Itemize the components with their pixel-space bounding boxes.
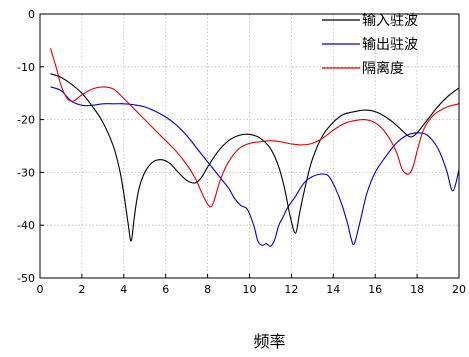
x-tick-label: 6 bbox=[162, 283, 169, 296]
x-tick-label: 10 bbox=[243, 283, 257, 296]
x-tick-label: 18 bbox=[410, 283, 424, 296]
x-axis-title: 频率 bbox=[253, 332, 285, 351]
y-tick-label: 0 bbox=[28, 8, 35, 21]
legend-label: 输出驻波 bbox=[362, 37, 418, 53]
series-lines bbox=[49, 48, 460, 247]
y-tick-label: -40 bbox=[17, 219, 35, 232]
axis-ticks: 0 2 4 6 8 10 12 14 16 18 20 0 -10 -20 -30 -40 -50 bbox=[17, 8, 466, 296]
x-tick-label: 4 bbox=[120, 283, 127, 296]
x-tick-label: 16 bbox=[368, 283, 382, 296]
x-tick-label: 20 bbox=[452, 283, 466, 296]
legend-label: 输入驻波 bbox=[362, 13, 418, 29]
y-tick-label: -20 bbox=[17, 114, 35, 127]
x-tick-label: 14 bbox=[326, 283, 340, 296]
series-line-2 bbox=[50, 86, 460, 247]
y-tick-label: -30 bbox=[17, 166, 35, 179]
legend-label: 隔离度 bbox=[362, 60, 404, 77]
x-tick-label: 0 bbox=[37, 283, 44, 296]
grid bbox=[39, 13, 460, 279]
y-tick-label: -10 bbox=[17, 61, 35, 74]
y-tick-label: -50 bbox=[17, 272, 35, 285]
x-tick-label: 12 bbox=[284, 283, 298, 296]
series-line-1 bbox=[50, 73, 460, 242]
x-tick-label: 2 bbox=[78, 283, 85, 296]
series-line-3 bbox=[49, 48, 460, 208]
x-tick-label: 8 bbox=[204, 283, 211, 296]
